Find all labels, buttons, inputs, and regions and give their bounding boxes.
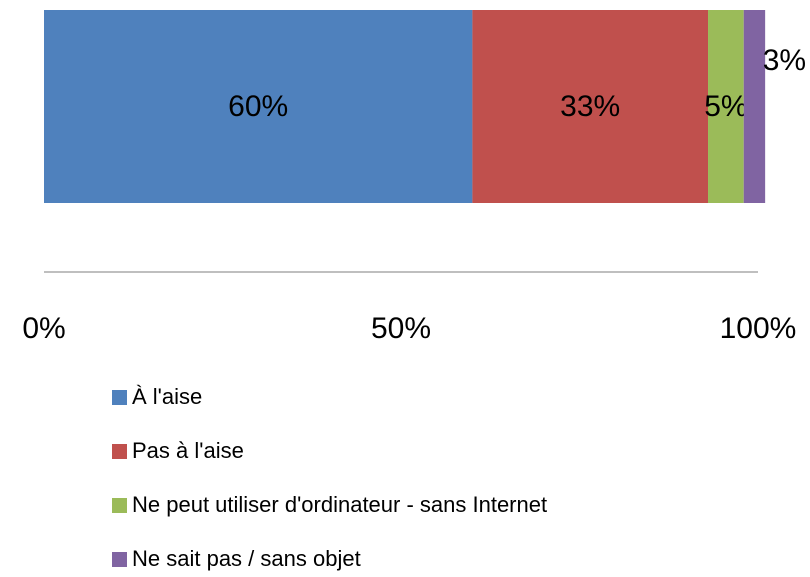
- x-tick-label: 100%: [720, 312, 797, 345]
- bar-segment: [708, 10, 744, 203]
- x-tick-label: 50%: [371, 312, 431, 345]
- legend-swatch: [112, 390, 127, 405]
- x-tick-label: 0%: [22, 312, 65, 345]
- legend-swatch: [112, 444, 127, 459]
- legend-label: À l'aise: [132, 384, 202, 409]
- value-label: 3%: [763, 44, 806, 77]
- legend-label: Ne peut utiliser d'ordinateur - sans Int…: [132, 492, 547, 517]
- bar-segment: [472, 10, 709, 203]
- legend-label: Ne sait pas / sans objet: [132, 546, 361, 571]
- legend-swatch: [112, 552, 127, 567]
- legend-swatch: [112, 498, 127, 513]
- value-label: 5%: [704, 90, 747, 123]
- bar-segment: [743, 10, 766, 203]
- value-label: 60%: [228, 90, 288, 123]
- bar-segment: [44, 10, 473, 203]
- value-label: 33%: [560, 90, 620, 123]
- legend-label: Pas à l'aise: [132, 438, 244, 463]
